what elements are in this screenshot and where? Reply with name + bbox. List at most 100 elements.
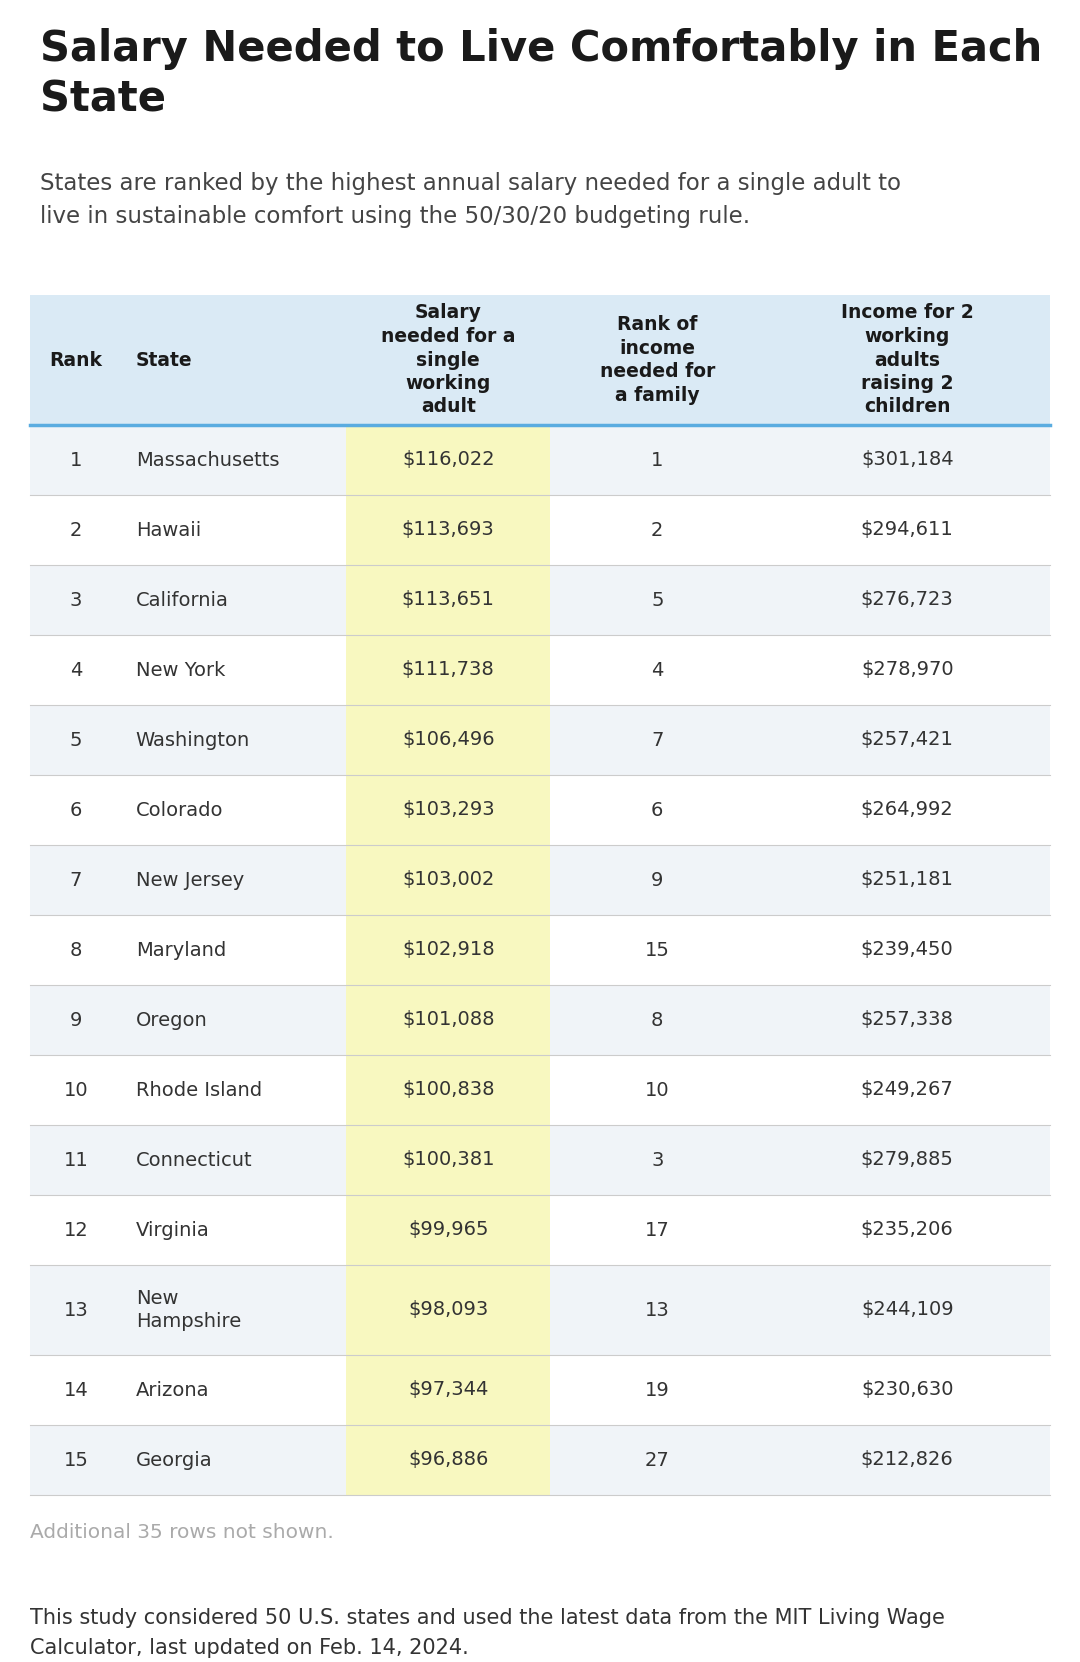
Bar [30, 705, 1050, 774]
Text: $100,381: $100,381 [402, 1150, 495, 1170]
Text: $249,267: $249,267 [861, 1080, 954, 1100]
Bar [30, 1265, 1050, 1355]
Bar [347, 565, 550, 635]
Bar [347, 1125, 550, 1195]
Text: Maryland: Maryland [136, 941, 226, 959]
Text: 4: 4 [70, 660, 82, 680]
Text: $294,611: $294,611 [861, 520, 954, 540]
Text: 3: 3 [651, 1150, 663, 1170]
Text: Rank of
income
needed for
a family: Rank of income needed for a family [599, 316, 715, 406]
Text: Salary
needed for a
single
working
adult: Salary needed for a single working adult [381, 304, 515, 417]
Bar [30, 565, 1050, 635]
Text: 1: 1 [651, 450, 663, 469]
Text: 10: 10 [64, 1080, 89, 1100]
Bar [347, 1055, 550, 1125]
Text: Connecticut: Connecticut [136, 1150, 253, 1170]
Bar [347, 495, 550, 565]
Text: 7: 7 [70, 871, 82, 889]
Text: $116,022: $116,022 [402, 450, 495, 469]
Text: 15: 15 [645, 941, 670, 959]
Text: 10: 10 [645, 1080, 670, 1100]
Text: $106,496: $106,496 [402, 731, 495, 750]
Bar [347, 844, 550, 916]
Bar [30, 1355, 1050, 1424]
Bar [347, 1195, 550, 1265]
Text: $113,693: $113,693 [402, 520, 495, 540]
Bar [30, 1125, 1050, 1195]
Text: $111,738: $111,738 [402, 660, 495, 680]
Text: California: California [136, 590, 229, 610]
Text: 6: 6 [651, 801, 663, 819]
Text: Georgia: Georgia [136, 1451, 213, 1469]
Text: $301,184: $301,184 [861, 450, 954, 469]
Text: $244,109: $244,109 [861, 1300, 954, 1320]
Text: $102,918: $102,918 [402, 941, 495, 959]
Bar [347, 986, 550, 1055]
Text: Virginia: Virginia [136, 1220, 210, 1240]
Text: $257,421: $257,421 [861, 731, 954, 750]
Bar [30, 916, 1050, 986]
Text: 9: 9 [651, 871, 663, 889]
Text: $278,970: $278,970 [861, 660, 954, 680]
Text: New
Hampshire: New Hampshire [136, 1288, 241, 1331]
Bar [30, 294, 1050, 425]
Text: 6: 6 [70, 801, 82, 819]
Text: This study considered 50 U.S. states and used the latest data from the MIT Livin: This study considered 50 U.S. states and… [30, 1609, 945, 1657]
Bar [30, 635, 1050, 705]
Text: 14: 14 [64, 1381, 89, 1399]
Text: $100,838: $100,838 [402, 1080, 495, 1100]
Text: 8: 8 [651, 1010, 663, 1029]
Bar [347, 1355, 550, 1424]
Text: Income for 2
working
adults
raising 2
children: Income for 2 working adults raising 2 ch… [841, 304, 973, 417]
Text: 13: 13 [645, 1300, 670, 1320]
Text: Hawaii: Hawaii [136, 520, 201, 540]
Text: 19: 19 [645, 1381, 670, 1399]
Text: Colorado: Colorado [136, 801, 224, 819]
Text: 5: 5 [69, 731, 82, 750]
Text: 9: 9 [70, 1010, 82, 1029]
Text: State: State [136, 351, 192, 369]
Text: Arizona: Arizona [136, 1381, 210, 1399]
Text: $101,088: $101,088 [402, 1010, 495, 1029]
Text: $239,450: $239,450 [861, 941, 954, 959]
Text: Rhode Island: Rhode Island [136, 1080, 262, 1100]
Text: $212,826: $212,826 [861, 1451, 954, 1469]
Text: 27: 27 [645, 1451, 670, 1469]
Bar [30, 495, 1050, 565]
Bar [30, 1055, 1050, 1125]
Text: $257,338: $257,338 [861, 1010, 954, 1029]
Bar [347, 1424, 550, 1496]
Text: $103,293: $103,293 [402, 801, 495, 819]
Text: 12: 12 [64, 1220, 89, 1240]
Text: New Jersey: New Jersey [136, 871, 244, 889]
Bar [347, 1265, 550, 1355]
Text: $230,630: $230,630 [861, 1381, 954, 1399]
Text: $235,206: $235,206 [861, 1220, 954, 1240]
Text: 2: 2 [70, 520, 82, 540]
Text: $264,992: $264,992 [861, 801, 954, 819]
Text: Washington: Washington [136, 731, 251, 750]
Text: 7: 7 [651, 731, 663, 750]
Text: $98,093: $98,093 [408, 1300, 488, 1320]
Bar [30, 844, 1050, 916]
Text: 1: 1 [70, 450, 82, 469]
Text: Oregon: Oregon [136, 1010, 207, 1029]
Bar [347, 774, 550, 844]
Bar [30, 1195, 1050, 1265]
Bar [30, 774, 1050, 844]
Text: Massachusetts: Massachusetts [136, 450, 280, 469]
Text: $97,344: $97,344 [408, 1381, 488, 1399]
Text: $113,651: $113,651 [402, 590, 495, 610]
Text: $276,723: $276,723 [861, 590, 954, 610]
Text: Additional 35 rows not shown.: Additional 35 rows not shown. [30, 1522, 334, 1542]
Text: New York: New York [136, 660, 225, 680]
Bar [347, 635, 550, 705]
Text: 5: 5 [651, 590, 663, 610]
Bar [30, 986, 1050, 1055]
Text: 8: 8 [70, 941, 82, 959]
Text: Rank: Rank [50, 351, 103, 369]
Text: $279,885: $279,885 [861, 1150, 954, 1170]
Text: Salary Needed to Live Comfortably in Each
State: Salary Needed to Live Comfortably in Eac… [40, 28, 1042, 120]
Bar [30, 1424, 1050, 1496]
Bar [30, 425, 1050, 495]
